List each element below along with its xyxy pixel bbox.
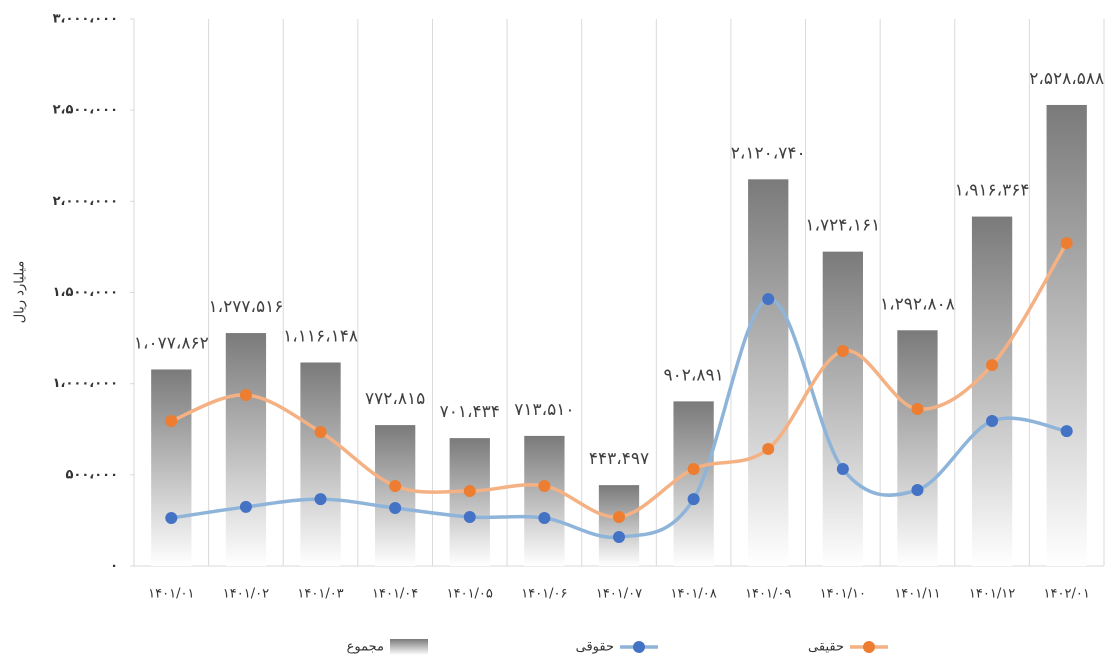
x-tick-label: ۱۴۰۲/۰۱ bbox=[1044, 587, 1090, 602]
marker bbox=[1060, 237, 1073, 250]
marker bbox=[389, 479, 402, 492]
value-label: ۱،۲۹۲،۸۰۸ bbox=[880, 294, 955, 314]
legend-label: حقوقی bbox=[576, 640, 614, 655]
y-tick-label: ۱،۵۰۰،۰۰۰ bbox=[53, 285, 118, 300]
bar bbox=[748, 179, 789, 566]
value-label: ۷۷۲،۸۱۵ bbox=[365, 389, 425, 409]
value-label: ۱،۷۲۴،۱۶۱ bbox=[805, 216, 880, 236]
x-tick-label: ۱۴۰۱/۰۲ bbox=[223, 587, 269, 602]
bar bbox=[971, 216, 1013, 567]
x-tick-label: ۱۴۰۱/۰۴ bbox=[372, 587, 418, 602]
marker bbox=[314, 493, 327, 506]
marker bbox=[538, 479, 551, 492]
y-tick-label: ۳،۰۰۰،۰۰۰ bbox=[53, 12, 118, 27]
x-tick-label: ۱۴۰۱/۰۵ bbox=[447, 587, 493, 602]
marker bbox=[165, 415, 178, 428]
marker bbox=[762, 293, 775, 306]
marker bbox=[538, 512, 551, 525]
x-tick-label: ۱۴۰۱/۰۳ bbox=[297, 587, 343, 602]
value-label: ۱،۲۷۷،۵۱۶ bbox=[208, 297, 283, 317]
x-tick-label: ۱۴۰۱/۰۱ bbox=[148, 587, 194, 602]
value-label: ۷۱۳،۵۱۰ bbox=[514, 400, 574, 420]
bar bbox=[822, 251, 863, 566]
marker bbox=[687, 462, 700, 475]
y-tick-label: ۱،۰۰۰،۰۰۰ bbox=[53, 376, 118, 391]
value-label: ۱،۱۱۶،۱۴۸ bbox=[283, 326, 358, 346]
marker bbox=[1060, 425, 1073, 438]
value-label: ۷۰۱،۴۳۴ bbox=[440, 402, 500, 422]
marker bbox=[239, 388, 252, 401]
value-label: ۹۰۲،۸۹۱ bbox=[663, 365, 723, 385]
bar bbox=[897, 330, 938, 566]
x-tick-label: ۱۴۰۱/۱۲ bbox=[969, 587, 1015, 602]
bar bbox=[300, 362, 341, 566]
x-tick-label: ۱۴۰۱/۱۰ bbox=[820, 587, 866, 602]
y-tick-label: ۵۰۰،۰۰۰ bbox=[65, 467, 118, 482]
y-tick-label: ۲،۵۰۰،۰۰۰ bbox=[53, 103, 118, 118]
x-tick-label: ۱۴۰۱/۱۱ bbox=[894, 587, 940, 602]
bar bbox=[449, 438, 490, 566]
legend-label: حقیقی bbox=[808, 640, 844, 655]
x-tick-label: ۱۴۰۱/۰۶ bbox=[521, 587, 567, 602]
marker bbox=[986, 415, 999, 428]
legend-marker bbox=[863, 641, 875, 653]
y-axis-label: میلیارد ریال bbox=[13, 261, 28, 324]
marker bbox=[314, 425, 327, 438]
legend-label: مجموع bbox=[347, 640, 384, 655]
marker bbox=[613, 510, 625, 523]
y-tick-label: ۰ bbox=[110, 559, 118, 574]
value-label: ۲،۱۲۰،۷۴۰ bbox=[731, 143, 806, 163]
marker bbox=[389, 502, 402, 515]
marker bbox=[762, 442, 775, 455]
marker bbox=[836, 345, 849, 358]
marker bbox=[613, 531, 625, 544]
x-tick-label: ۱۴۰۱/۰۸ bbox=[670, 587, 716, 602]
value-label: ۱،۹۱۶،۳۶۴ bbox=[955, 181, 1030, 201]
marker bbox=[911, 483, 924, 496]
marker bbox=[836, 462, 849, 475]
marker bbox=[463, 485, 476, 498]
x-tick-label: ۱۴۰۱/۰۹ bbox=[745, 587, 791, 602]
marker bbox=[986, 359, 999, 372]
value-label: ۴۴۳،۴۹۷ bbox=[589, 449, 649, 469]
bar bbox=[598, 485, 640, 566]
bar bbox=[673, 401, 714, 566]
y-tick-label: ۲،۰۰۰،۰۰۰ bbox=[53, 194, 118, 209]
bar bbox=[151, 369, 192, 566]
marker bbox=[687, 493, 700, 506]
bar bbox=[524, 435, 565, 566]
bar bbox=[1046, 104, 1087, 566]
marker bbox=[463, 510, 476, 523]
bar bbox=[225, 333, 267, 566]
legend-marker bbox=[633, 641, 645, 653]
x-tick-label: ۱۴۰۱/۰۷ bbox=[596, 587, 642, 602]
bar bbox=[375, 425, 416, 566]
value-label: ۲،۵۲۸،۵۸۸ bbox=[1029, 69, 1104, 89]
value-label: ۱،۰۷۷،۸۶۲ bbox=[134, 333, 209, 353]
marker bbox=[239, 500, 252, 513]
legend-swatch bbox=[390, 639, 428, 655]
marker bbox=[911, 403, 924, 416]
marker bbox=[165, 512, 178, 525]
